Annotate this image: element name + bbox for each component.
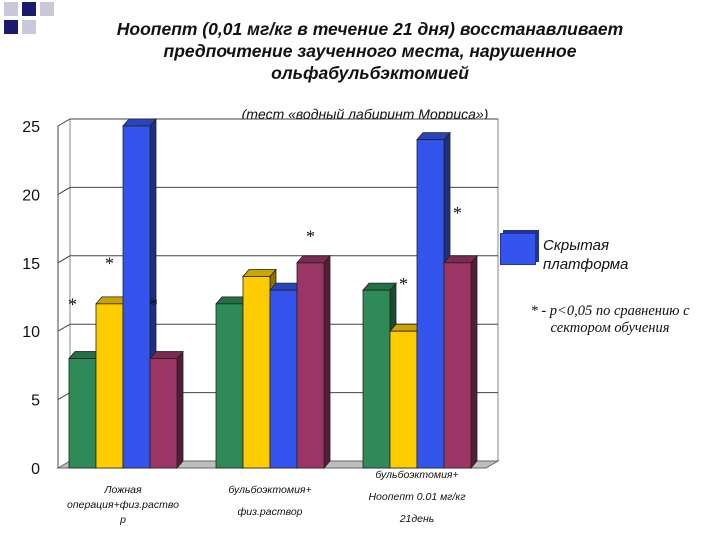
category-label: бульбоэктомия+: [375, 469, 458, 481]
bar-blue: [269, 289, 298, 469]
bar-yellow: [242, 276, 271, 469]
category-label: физ.раствор: [237, 506, 302, 518]
significance-star: *: [105, 254, 114, 274]
significance-star: *: [306, 226, 315, 246]
bar-yellow: [389, 330, 418, 469]
bar-purple: [296, 262, 325, 469]
y-tick-label: 25: [22, 119, 40, 136]
bar-side: [470, 254, 478, 470]
category-label: операция+физ.раство: [67, 499, 179, 511]
gridline: [57, 323, 498, 332]
legend-label: Скрытая платформа: [543, 236, 628, 274]
bar-top: [362, 282, 397, 291]
bar-green: [68, 358, 97, 469]
note-line-2: сектором обучения: [550, 320, 670, 336]
bar-green: [215, 303, 244, 469]
bar-side: [176, 350, 184, 470]
bar-blue: [122, 125, 151, 469]
y-tick-label: 5: [31, 393, 40, 410]
bar-top: [242, 269, 277, 277]
note-line-1: * - p<0,05 по сравнению с: [530, 303, 690, 319]
y-tick-label: 10: [22, 324, 40, 341]
significance-note: * - p<0,05 по сравнению с сектором обуче…: [505, 303, 715, 337]
bar-yellow: [95, 303, 124, 469]
gridline: [57, 118, 498, 127]
legend-label-line-2: платформа: [543, 256, 629, 273]
gridline: [57, 255, 498, 264]
chart-title: (тест «водный лабиринт Морриса»): [241, 106, 489, 122]
bar-purple: [443, 262, 472, 469]
bar-top: [416, 132, 451, 141]
category-label: Ноопепт 0.01 мг/кг: [368, 491, 465, 503]
category-label: Ложная: [103, 484, 142, 496]
title-line-3: ольфабульбэктомией: [271, 63, 469, 83]
significance-star: *: [149, 295, 158, 315]
bar-top: [296, 255, 331, 264]
significance-star: *: [399, 274, 408, 294]
deco-square: [40, 2, 54, 16]
deco-square: [22, 20, 36, 34]
title-line-1: Ноопепт (0,01 мг/кг в течение 21 дня) во…: [116, 19, 624, 39]
legend-swatch-blue: [500, 233, 536, 265]
deco-square: [4, 2, 18, 16]
deco-square: [4, 20, 18, 34]
bar-purple: [149, 358, 178, 469]
y-tick-label: 20: [22, 187, 40, 204]
title-line-2: предпочтение заученного места, нарушенно…: [163, 41, 577, 61]
legend-label-line-1: Скрытая: [543, 237, 609, 254]
gridline: [57, 186, 498, 195]
deco-square: [22, 2, 36, 16]
slide-title: Ноопепт (0,01 мг/кг в течение 21 дня) во…: [40, 18, 700, 84]
category-label: бульбоэктомия+: [228, 484, 311, 496]
y-tick-label: 0: [31, 461, 40, 478]
category-label: р: [119, 514, 126, 526]
significance-star: *: [68, 295, 77, 315]
decorative-squares: [0, 0, 60, 42]
bar-top: [443, 255, 478, 264]
bar-blue: [416, 139, 445, 469]
bar-top: [122, 118, 157, 127]
category-label: 21день: [399, 513, 435, 525]
bar-top: [149, 351, 184, 359]
y-tick-label: 15: [22, 256, 40, 273]
bar-green: [362, 289, 391, 469]
significance-star: *: [453, 203, 462, 223]
bar-side: [323, 254, 331, 470]
